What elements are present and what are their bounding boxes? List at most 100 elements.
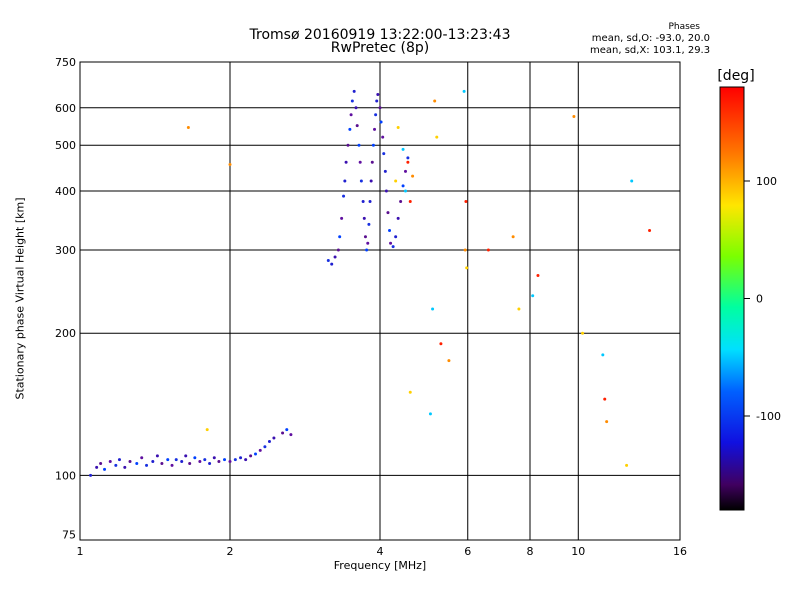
data-point (403, 169, 407, 173)
x-tick-labels: 1 2 4 6 8 10 16 (77, 545, 688, 558)
data-point (379, 120, 383, 124)
data-point (289, 433, 293, 437)
data-point (373, 127, 377, 131)
colorbar-tick-label: -100 (756, 410, 781, 423)
data-point (603, 397, 607, 401)
data-point (344, 160, 348, 164)
data-point (160, 461, 164, 465)
data-point (362, 216, 366, 220)
data-point (431, 307, 435, 311)
data-point (411, 174, 415, 178)
data-point (408, 390, 412, 394)
chart-title: Tromsø 20160919 13:22:00-13:23:43 (249, 27, 511, 43)
y-tick-label: 100 (55, 469, 76, 482)
data-point (371, 143, 375, 147)
data-point (117, 458, 121, 462)
data-point (281, 431, 285, 435)
colorbar-tick-label: 100 (756, 175, 777, 188)
y-tick-label: 75 (62, 528, 76, 541)
data-point (386, 211, 390, 215)
data-point (389, 241, 393, 245)
y-tick-labels: 75 100 200 300 400 500 600 750 (55, 56, 76, 541)
data-point (223, 458, 227, 462)
data-point (406, 156, 410, 160)
data-point (391, 245, 395, 249)
data-point (285, 428, 289, 432)
x-tick-label: 4 (377, 545, 384, 558)
data-point (208, 461, 212, 465)
data-point (340, 216, 344, 220)
data-point (170, 463, 174, 467)
chart-subtitle: RwPretec (8p) (330, 40, 430, 56)
data-point (361, 200, 365, 204)
data-point (369, 179, 373, 183)
data-point (648, 228, 652, 232)
data-point (330, 262, 334, 266)
data-point (267, 439, 271, 443)
data-point (217, 460, 221, 464)
data-point (114, 463, 118, 467)
data-point (581, 331, 585, 335)
y-tick-label: 400 (55, 185, 76, 198)
y-tick-label: 500 (55, 139, 76, 152)
x-tick-label: 2 (227, 545, 234, 558)
data-point (378, 106, 382, 110)
colorbar (719, 86, 745, 511)
data-point (406, 160, 410, 164)
data-point (367, 222, 371, 226)
data-point (382, 152, 386, 156)
data-point (326, 259, 330, 263)
data-point (174, 458, 178, 462)
data-point (349, 113, 353, 117)
data-point (401, 184, 405, 188)
data-point (233, 458, 237, 462)
data-point (166, 458, 170, 462)
data-point (352, 89, 356, 93)
data-point (145, 463, 149, 467)
data-point (403, 189, 407, 193)
data-point (272, 436, 276, 440)
data-point (357, 143, 361, 147)
y-tick-label: 200 (55, 327, 76, 340)
data-point (381, 135, 385, 139)
data-point (244, 458, 248, 462)
data-point (375, 99, 379, 103)
y-tick-label: 300 (55, 244, 76, 257)
data-point (188, 461, 192, 465)
data-point (350, 99, 354, 103)
data-point (370, 160, 374, 164)
data-point (363, 235, 367, 239)
data-point (333, 255, 337, 259)
data-point (123, 465, 127, 469)
data-point (447, 359, 451, 363)
data-point (601, 353, 605, 357)
x-tick-label: 10 (571, 545, 585, 558)
data-point (343, 179, 347, 183)
data-point (184, 454, 188, 458)
data-point (198, 460, 202, 464)
data-point (128, 460, 132, 464)
x-tick-label: 8 (527, 545, 534, 558)
phases-label: Phases (668, 22, 700, 32)
data-point (376, 93, 380, 97)
data-point (193, 456, 197, 460)
data-point (103, 467, 107, 471)
data-point (263, 445, 267, 449)
data-point (338, 235, 342, 239)
data-point (342, 194, 346, 198)
data-points (89, 89, 652, 477)
data-point (358, 160, 362, 164)
grid-lines (80, 62, 680, 540)
data-point (346, 143, 350, 147)
data-point (258, 448, 262, 452)
data-point (95, 465, 99, 469)
data-point (462, 89, 466, 93)
data-point (464, 200, 468, 204)
data-point (359, 179, 363, 183)
y-axis-label: Stationary phase Virtual Height [km] (13, 197, 27, 400)
data-point (536, 273, 540, 277)
data-point (394, 179, 398, 183)
data-point (374, 113, 378, 117)
